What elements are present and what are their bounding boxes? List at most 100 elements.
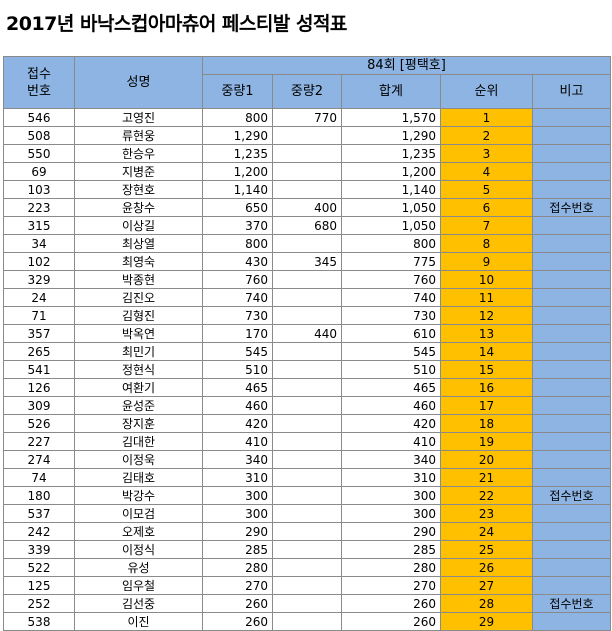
cell-weight2 <box>272 558 342 577</box>
cell-note: 접수번호 <box>532 594 611 613</box>
cell-note <box>532 180 611 199</box>
cell-reg-no: 546 <box>3 108 75 127</box>
cell-total: 290 <box>341 522 441 541</box>
cell-name: 박강수 <box>74 486 203 505</box>
cell-name: 윤창수 <box>74 198 203 217</box>
cell-weight1: 650 <box>202 198 273 217</box>
cell-note <box>532 162 611 181</box>
cell-name: 이정욱 <box>74 450 203 469</box>
table-row: 541 정현식 510 510 15 <box>3 360 611 379</box>
table-row: 357 박옥연 170 440 610 13 <box>3 324 611 343</box>
cell-note <box>532 342 611 361</box>
cell-name: 최상열 <box>74 234 203 253</box>
table-row: 74 김태호 310 310 21 <box>3 468 611 487</box>
header-note: 비고 <box>532 74 611 109</box>
table-row: 252 김선중 260 260 28 접수번호 <box>3 594 611 613</box>
cell-weight1: 370 <box>202 216 273 235</box>
cell-name: 고영진 <box>74 108 203 127</box>
cell-weight2: 680 <box>272 216 342 235</box>
cell-total: 410 <box>341 432 441 451</box>
cell-rank: 21 <box>440 468 533 487</box>
cell-name: 김대한 <box>74 432 203 451</box>
cell-reg-no: 242 <box>3 522 75 541</box>
cell-weight2 <box>272 432 342 451</box>
cell-weight2 <box>272 144 342 163</box>
cell-weight1: 1,290 <box>202 126 273 145</box>
cell-note <box>532 288 611 307</box>
cell-note <box>532 234 611 253</box>
table-row: 242 오제호 290 290 24 <box>3 522 611 541</box>
cell-weight1: 545 <box>202 342 273 361</box>
table-row: 24 김진오 740 740 11 <box>3 288 611 307</box>
cell-note <box>532 144 611 163</box>
table-row: 274 이정욱 340 340 20 <box>3 450 611 469</box>
cell-total: 300 <box>341 504 441 523</box>
header-event: 84회 [평택호] <box>202 56 611 75</box>
cell-weight1: 465 <box>202 378 273 397</box>
cell-weight1: 280 <box>202 558 273 577</box>
cell-reg-no: 522 <box>3 558 75 577</box>
cell-note <box>532 360 611 379</box>
header-weight1: 중량1 <box>202 74 273 109</box>
cell-rank: 26 <box>440 558 533 577</box>
cell-weight1: 730 <box>202 306 273 325</box>
cell-rank: 24 <box>440 522 533 541</box>
header-weight2: 중량2 <box>272 74 342 109</box>
cell-name: 임우철 <box>74 576 203 595</box>
table-row: 102 최영숙 430 345 775 9 <box>3 252 611 271</box>
cell-reg-no: 329 <box>3 270 75 289</box>
cell-total: 340 <box>341 450 441 469</box>
cell-weight1: 430 <box>202 252 273 271</box>
cell-name: 정현식 <box>74 360 203 379</box>
header-name: 성명 <box>74 56 203 109</box>
cell-note <box>532 324 611 343</box>
cell-rank: 12 <box>440 306 533 325</box>
cell-note <box>532 270 611 289</box>
table-row: 71 김형진 730 730 12 <box>3 306 611 325</box>
cell-note <box>532 414 611 433</box>
cell-total: 775 <box>341 252 441 271</box>
cell-weight1: 800 <box>202 234 273 253</box>
cell-total: 285 <box>341 540 441 559</box>
cell-weight1: 270 <box>202 576 273 595</box>
cell-weight2 <box>272 414 342 433</box>
table-row: 227 김대한 410 410 19 <box>3 432 611 451</box>
cell-reg-no: 126 <box>3 378 75 397</box>
table-row: 180 박강수 300 300 22 접수번호 <box>3 486 611 505</box>
cell-reg-no: 315 <box>3 216 75 235</box>
cell-weight1: 1,235 <box>202 144 273 163</box>
cell-rank: 5 <box>440 180 533 199</box>
table-row: 508 류현웅 1,290 1,290 2 <box>3 126 611 145</box>
cell-name: 류현웅 <box>74 126 203 145</box>
table-row: 526 장지훈 420 420 18 <box>3 414 611 433</box>
table-row: 125 임우철 270 270 27 <box>3 576 611 595</box>
cell-name: 장현호 <box>74 180 203 199</box>
cell-weight2 <box>272 378 342 397</box>
cell-note <box>532 432 611 451</box>
cell-name: 최민기 <box>74 342 203 361</box>
cell-weight2: 345 <box>272 252 342 271</box>
cell-name: 박옥연 <box>74 324 203 343</box>
results-body: 546 고영진 800 770 1,570 1 508 류현웅 1,290 1,290 2 550 한승… <box>3 108 611 631</box>
cell-note <box>532 468 611 487</box>
page-title: 2017년 바낙스컵아마츄어 페스티발 성적표 <box>6 13 347 35</box>
cell-weight2 <box>272 450 342 469</box>
cell-name: 이모검 <box>74 504 203 523</box>
cell-weight2 <box>272 486 342 505</box>
cell-weight1: 510 <box>202 360 273 379</box>
cell-total: 420 <box>341 414 441 433</box>
cell-weight1: 260 <box>202 612 273 631</box>
cell-note <box>532 522 611 541</box>
cell-name: 김선중 <box>74 594 203 613</box>
cell-rank: 17 <box>440 396 533 415</box>
cell-note <box>532 252 611 271</box>
cell-rank: 22 <box>440 486 533 505</box>
table-row: 126 여환기 465 465 16 <box>3 378 611 397</box>
cell-total: 260 <box>341 612 441 631</box>
cell-reg-no: 102 <box>3 252 75 271</box>
cell-reg-no: 538 <box>3 612 75 631</box>
cell-reg-no: 180 <box>3 486 75 505</box>
cell-weight2 <box>272 504 342 523</box>
table-row: 522 유성 280 280 26 <box>3 558 611 577</box>
cell-name: 한승우 <box>74 144 203 163</box>
